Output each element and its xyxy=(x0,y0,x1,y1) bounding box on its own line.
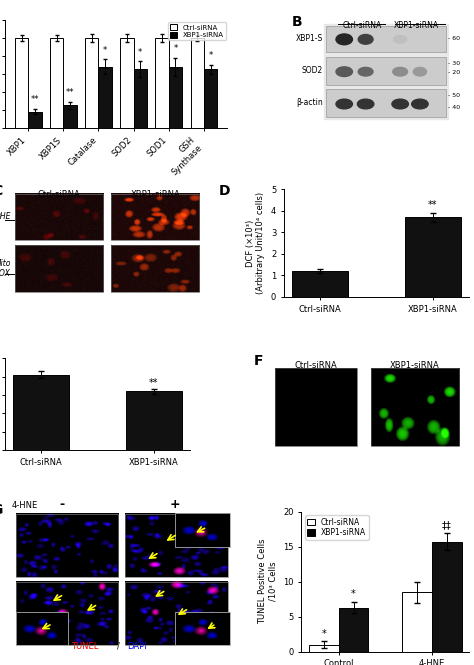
Ellipse shape xyxy=(414,35,426,43)
Ellipse shape xyxy=(357,99,374,109)
Ellipse shape xyxy=(393,35,407,43)
Y-axis label: TUNEL Positive Cells
/10³ Cells: TUNEL Positive Cells /10³ Cells xyxy=(258,539,278,624)
Bar xyxy=(64,105,77,128)
Bar xyxy=(16,515,118,577)
Text: C: C xyxy=(0,184,3,198)
Bar xyxy=(99,66,112,128)
Bar xyxy=(15,38,28,128)
Bar xyxy=(111,194,200,240)
Bar xyxy=(432,542,462,652)
Text: *: * xyxy=(321,629,326,639)
Text: Ctrl-siRNA: Ctrl-siRNA xyxy=(343,21,382,30)
Bar xyxy=(309,644,339,652)
Bar xyxy=(371,368,459,446)
Text: Mito
SOX: Mito SOX xyxy=(0,259,11,278)
Bar xyxy=(85,38,99,128)
Text: XBP1-siRNA: XBP1-siRNA xyxy=(394,21,439,30)
Ellipse shape xyxy=(393,67,408,76)
Text: *: * xyxy=(351,589,356,599)
Bar xyxy=(175,513,230,547)
Text: *: * xyxy=(103,46,107,55)
Bar xyxy=(120,38,134,128)
Ellipse shape xyxy=(336,99,353,109)
Text: -: - xyxy=(59,498,64,511)
Text: XBP1-siRNA: XBP1-siRNA xyxy=(130,190,180,200)
Ellipse shape xyxy=(358,67,373,76)
Text: SOD2: SOD2 xyxy=(301,66,323,75)
Bar xyxy=(274,368,356,446)
Y-axis label: DCF (×10³)
(Arbitrary Unit/10⁴ cells): DCF (×10³) (Arbitrary Unit/10⁴ cells) xyxy=(246,192,265,294)
Bar xyxy=(16,612,68,644)
Bar xyxy=(155,38,169,128)
Bar xyxy=(326,57,446,84)
Text: - 50: - 50 xyxy=(448,93,460,98)
Text: TUNEL: TUNEL xyxy=(71,642,98,651)
Text: - 60: - 60 xyxy=(448,36,460,41)
Text: XBP1-siRNA: XBP1-siRNA xyxy=(0,591,1,636)
Text: **: ** xyxy=(66,88,74,97)
Ellipse shape xyxy=(413,67,427,76)
Bar xyxy=(15,194,103,240)
Text: F: F xyxy=(254,354,264,368)
Text: - 30: - 30 xyxy=(448,61,460,66)
Bar xyxy=(175,612,230,644)
Text: *: * xyxy=(209,51,213,61)
Bar xyxy=(204,69,217,128)
Bar xyxy=(15,245,103,292)
Bar xyxy=(405,217,461,297)
Text: **: ** xyxy=(31,95,39,104)
Bar xyxy=(28,112,42,128)
Bar xyxy=(339,608,368,652)
Text: ‡‡: ‡‡ xyxy=(442,521,452,531)
Bar xyxy=(191,38,204,128)
Text: - 20: - 20 xyxy=(448,70,460,75)
Text: DAPI: DAPI xyxy=(127,642,146,651)
Text: D: D xyxy=(219,184,230,198)
Ellipse shape xyxy=(412,99,428,109)
Legend: Ctrl-siRNA, XBP1-siRNA: Ctrl-siRNA, XBP1-siRNA xyxy=(305,515,368,539)
Bar xyxy=(134,69,147,128)
Bar xyxy=(325,24,448,119)
Bar xyxy=(13,374,69,450)
Text: β-actin: β-actin xyxy=(296,98,323,108)
Bar xyxy=(50,38,64,128)
Text: Ctrl-siRNA: Ctrl-siRNA xyxy=(0,525,1,564)
Text: **: ** xyxy=(428,200,438,210)
Bar xyxy=(326,89,446,117)
Text: XBP1-S: XBP1-S xyxy=(296,34,323,43)
Text: Ctrl-siRNA: Ctrl-siRNA xyxy=(37,190,81,200)
Text: Ctrl-siRNA: Ctrl-siRNA xyxy=(294,361,337,370)
Text: 4-HNE: 4-HNE xyxy=(11,501,38,510)
Ellipse shape xyxy=(392,99,409,109)
Bar xyxy=(126,392,182,450)
Bar xyxy=(169,66,182,128)
Bar xyxy=(402,592,432,652)
Bar xyxy=(125,582,228,644)
Text: +: + xyxy=(170,498,181,511)
Bar xyxy=(16,582,118,644)
Text: DHE: DHE xyxy=(0,212,11,221)
Bar xyxy=(111,245,200,292)
Text: B: B xyxy=(292,15,302,29)
Bar xyxy=(125,515,228,577)
Text: *: * xyxy=(138,48,142,57)
Bar xyxy=(292,271,348,297)
Text: G: G xyxy=(0,503,2,517)
Text: **: ** xyxy=(149,378,158,388)
Bar xyxy=(326,27,446,53)
Ellipse shape xyxy=(358,35,373,44)
Legend: Ctrl-siRNA, XBP1-siRNA: Ctrl-siRNA, XBP1-siRNA xyxy=(168,23,226,41)
Text: *: * xyxy=(173,44,178,53)
Text: /: / xyxy=(117,642,120,651)
Text: - 40: - 40 xyxy=(448,105,460,110)
Ellipse shape xyxy=(336,66,353,76)
Ellipse shape xyxy=(336,34,353,45)
Text: XBP1-siRNA: XBP1-siRNA xyxy=(390,361,440,370)
